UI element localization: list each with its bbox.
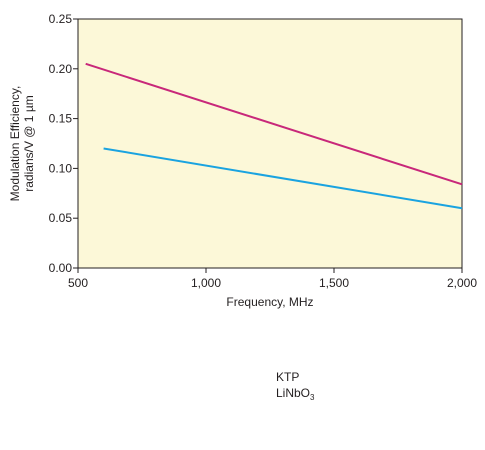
y-axis-title-line-2: radians/V @ 1 µm: [22, 95, 36, 191]
x-tick-label: 1,000: [191, 276, 221, 290]
plot-area: [77, 18, 463, 269]
y-axis-title: Modulation Efficiency, radians/V @ 1 µm: [8, 86, 36, 202]
y-tick-label: 0.15: [49, 112, 73, 126]
x-tick-label: 1,500: [319, 276, 349, 290]
x-tick-label: 2,000: [447, 276, 477, 290]
y-tick-label: 0.20: [49, 62, 73, 76]
x-axis-title: Frequency, MHz: [226, 295, 313, 309]
series-line-linbo: [103, 147, 463, 210]
x-tick-label: 500: [68, 276, 88, 290]
x-axis: 500 1,000 1,500 2,000: [68, 268, 477, 290]
series-layer: [85, 62, 463, 210]
y-tick-label: 0.05: [49, 211, 73, 225]
series-line-ktp: [85, 62, 463, 186]
y-tick-label: 0.10: [49, 161, 73, 175]
legend-entry: KTP: [276, 370, 299, 384]
legend: KTP LiNbO3: [276, 370, 315, 402]
y-axis-title-line-1: Modulation Efficiency,: [8, 86, 22, 202]
y-tick-label: 0.25: [49, 12, 73, 26]
y-axis: 0.00 0.05 0.10 0.15 0.20 0.25: [49, 12, 78, 275]
legend-entry: LiNbO3: [276, 386, 315, 402]
y-tick-label: 0.00: [49, 261, 73, 275]
